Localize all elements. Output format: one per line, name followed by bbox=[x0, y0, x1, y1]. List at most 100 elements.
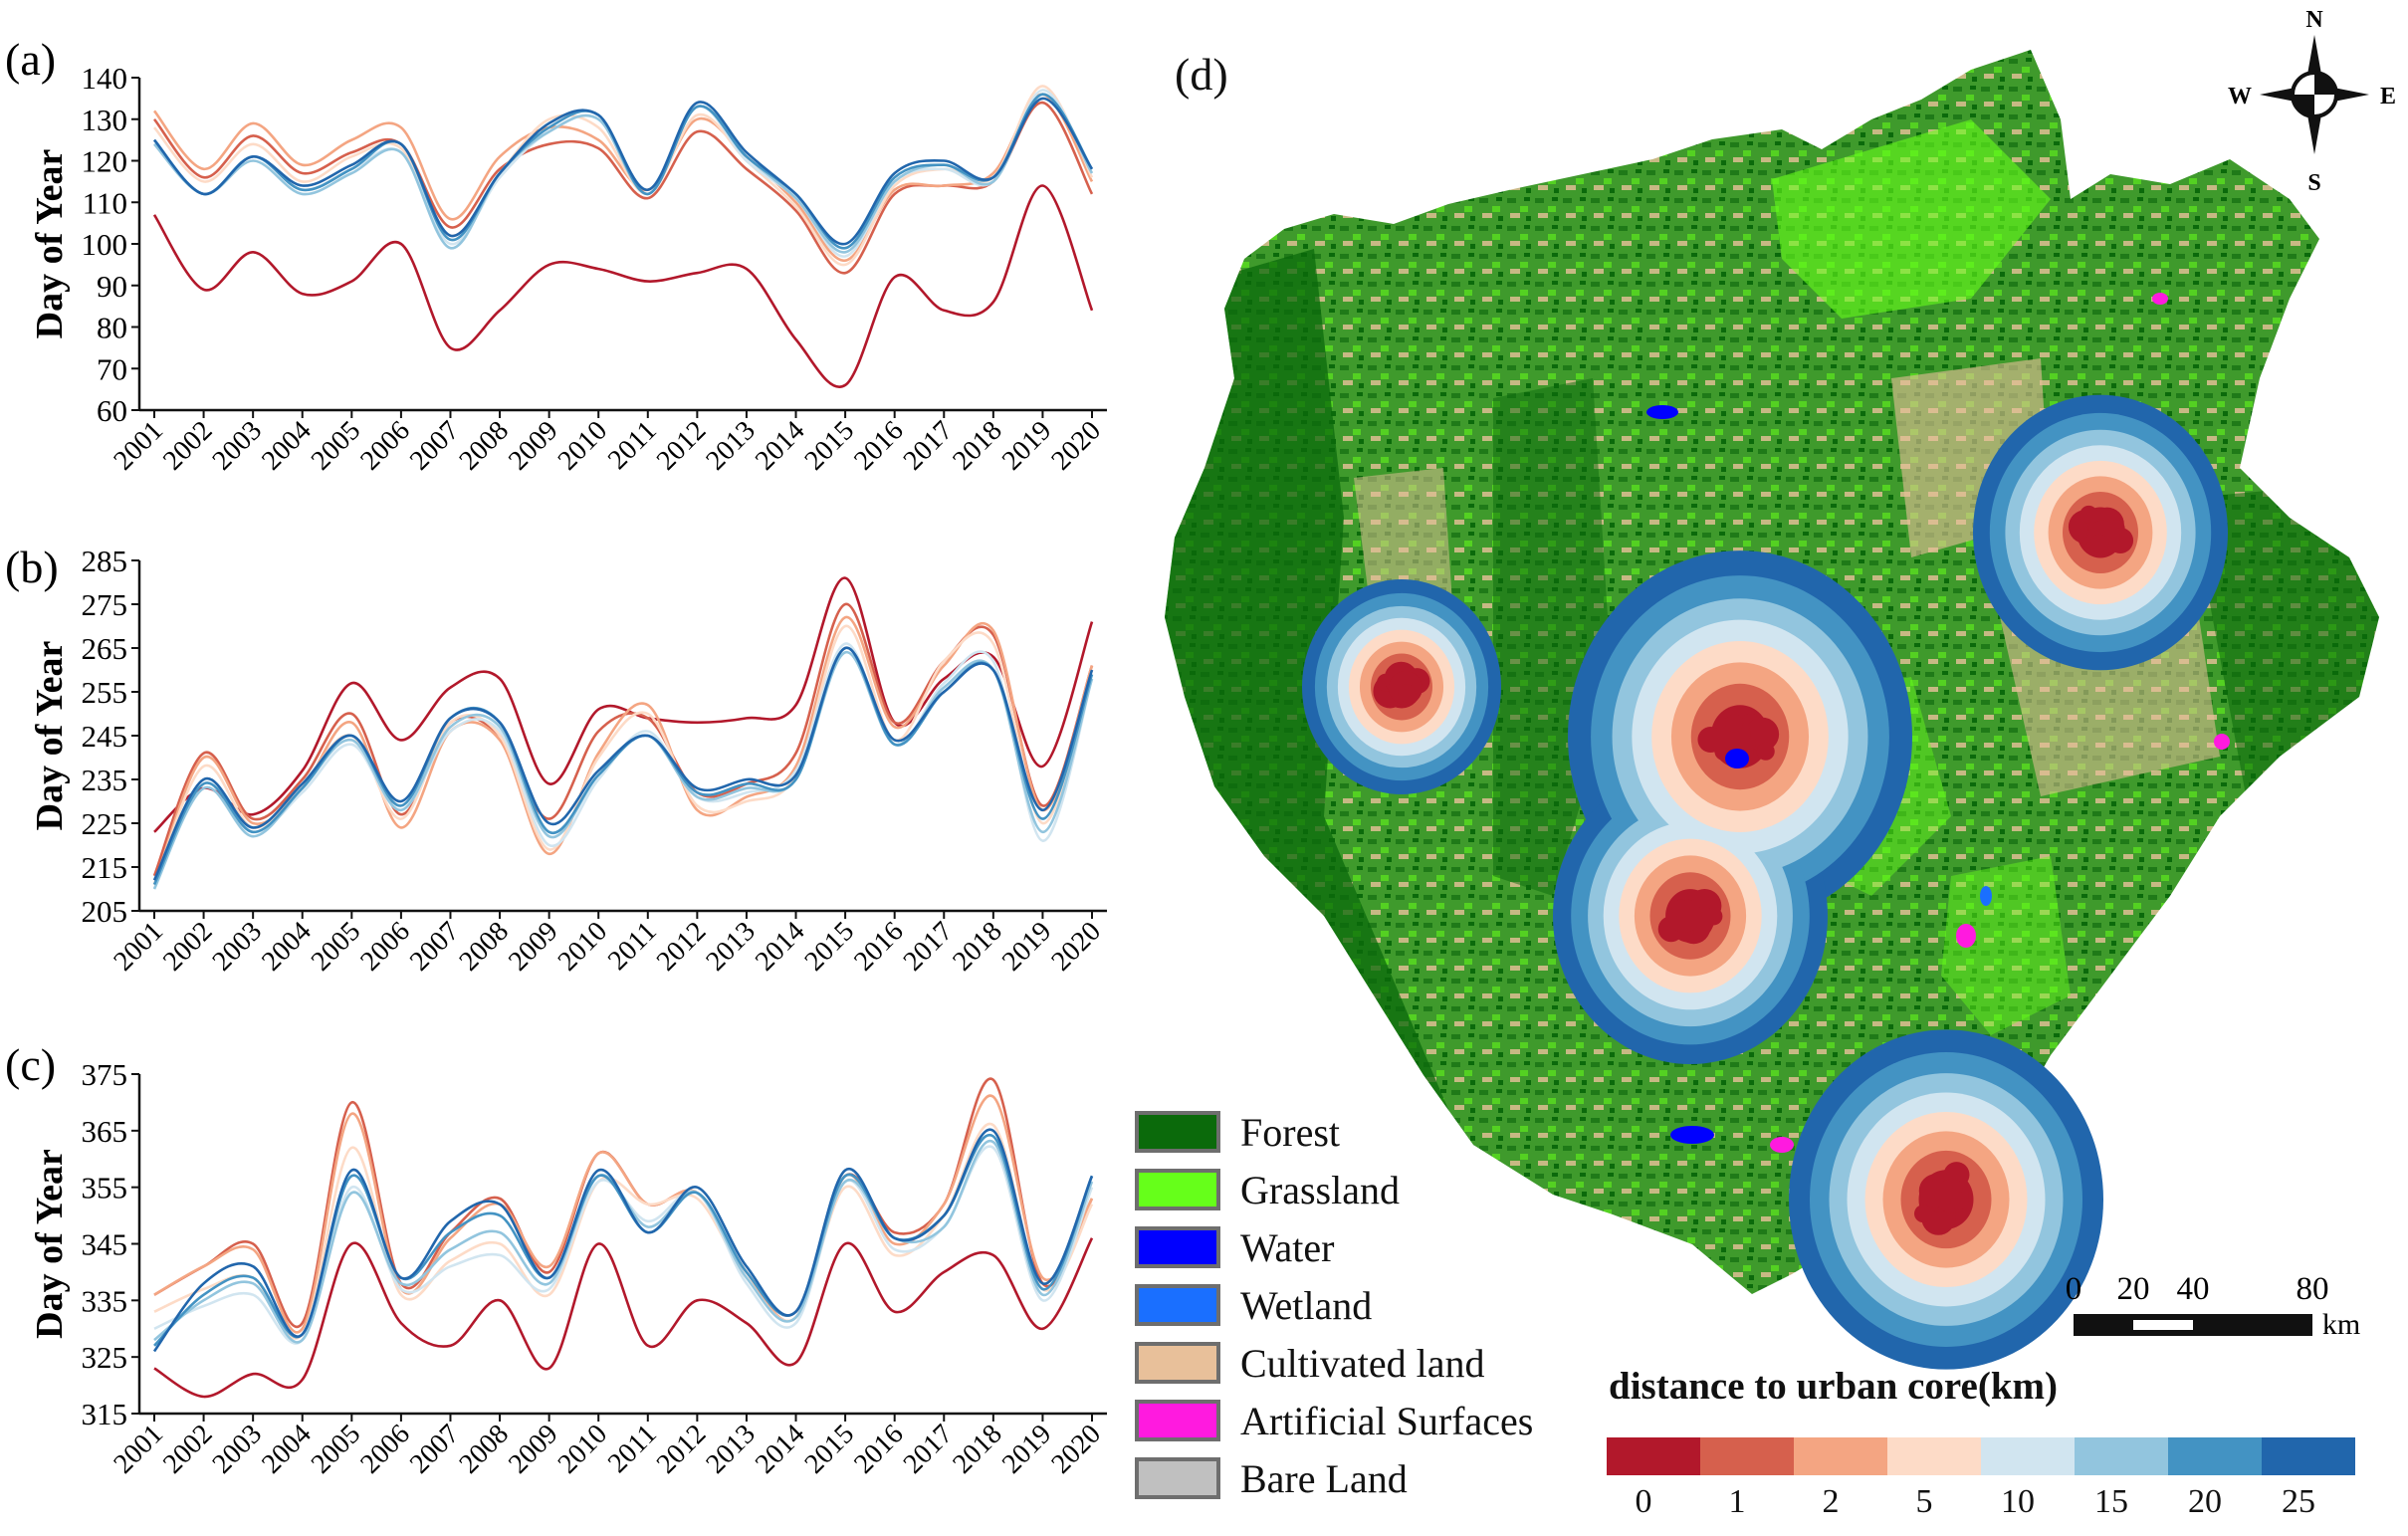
panel-label: (a) bbox=[5, 34, 56, 85]
y-tick-label: 80 bbox=[97, 311, 127, 345]
urban-core-patch bbox=[1950, 1192, 1969, 1210]
legend-swatch-water bbox=[1135, 1226, 1220, 1268]
x-tick-label: 2011 bbox=[602, 415, 663, 476]
legend-swatch-bare bbox=[1135, 1457, 1220, 1499]
series-line-25km bbox=[152, 646, 1094, 881]
y-tick-label: 245 bbox=[82, 719, 128, 754]
series-line-20km bbox=[152, 646, 1094, 886]
x-tick-label: 2019 bbox=[996, 415, 1058, 477]
x-tick-label: 2007 bbox=[404, 916, 466, 978]
x-tick-label: 2016 bbox=[848, 1419, 910, 1480]
y-tick-label: 60 bbox=[97, 393, 127, 428]
urban-core-patch bbox=[1756, 742, 1775, 761]
x-tick-label: 2013 bbox=[700, 415, 762, 477]
x-tick-label: 2020 bbox=[1045, 1419, 1107, 1480]
x-tick-label: 2002 bbox=[157, 415, 219, 477]
colorbar-tick-15: 15 bbox=[2094, 1483, 2128, 1520]
colorbar-tick-1: 1 bbox=[1728, 1483, 1746, 1520]
x-tick-label: 2003 bbox=[207, 1419, 269, 1480]
series-line-10km bbox=[153, 89, 1094, 258]
scale-unit: km bbox=[2322, 1308, 2360, 1341]
artificial-patch-2 bbox=[1956, 924, 1976, 948]
y-axis-title: Day of Year bbox=[29, 641, 71, 831]
x-tick-label: 2006 bbox=[354, 415, 416, 477]
x-tick-label: 2009 bbox=[503, 415, 564, 477]
x-tick-label: 2019 bbox=[996, 916, 1058, 978]
series-line-5km bbox=[152, 624, 1094, 886]
x-tick-label: 2016 bbox=[848, 415, 910, 477]
compass-quadrant-ne bbox=[2314, 73, 2336, 95]
x-tick-label: 2002 bbox=[157, 1419, 219, 1480]
panel-label: (b) bbox=[5, 542, 59, 592]
compass-w-label: W bbox=[2228, 84, 2252, 110]
legend-label-forest: Forest bbox=[1240, 1109, 1340, 1155]
series-line-25km bbox=[152, 1128, 1094, 1353]
series-line-15km bbox=[153, 1139, 1094, 1344]
legend-label-artificial: Artificial Surfaces bbox=[1240, 1398, 1534, 1443]
series-line-5km bbox=[153, 1122, 1094, 1340]
x-tick-label: 2007 bbox=[404, 1419, 466, 1480]
urban-core-patch bbox=[1398, 684, 1417, 703]
scale-tick-40: 40 bbox=[2177, 1271, 2210, 1307]
y-tick-label: 345 bbox=[82, 1227, 128, 1262]
x-tick-label: 2012 bbox=[651, 1419, 713, 1480]
x-tick-label: 2005 bbox=[306, 415, 367, 477]
x-tick-label: 2003 bbox=[207, 415, 269, 477]
colorbar-seg-25 bbox=[2262, 1437, 2355, 1475]
lake-north bbox=[1646, 405, 1678, 419]
series-line-10km bbox=[152, 642, 1094, 890]
x-tick-label: 2012 bbox=[651, 916, 713, 978]
grassland-zone-south bbox=[1941, 856, 2071, 1035]
scale-tick-20: 20 bbox=[2117, 1271, 2150, 1307]
panel-label: (c) bbox=[5, 1039, 56, 1090]
x-tick-label: 2013 bbox=[700, 916, 762, 978]
x-tick-label: 2005 bbox=[306, 1419, 367, 1480]
y-tick-label: 315 bbox=[82, 1397, 128, 1431]
legend-label-water: Water bbox=[1240, 1224, 1335, 1270]
series-line-10km bbox=[153, 1145, 1094, 1345]
series-line-0km bbox=[152, 184, 1094, 388]
urban-distance-buffers bbox=[1302, 394, 2228, 1370]
y-tick-label: 90 bbox=[97, 269, 127, 304]
series-line-25km bbox=[153, 97, 1094, 246]
y-tick-label: 235 bbox=[82, 763, 128, 797]
grassland-zone-north bbox=[1772, 119, 2051, 319]
x-tick-label: 2012 bbox=[651, 415, 713, 477]
y-tick-label: 205 bbox=[82, 894, 128, 929]
legend-label-grassland: Grassland bbox=[1240, 1167, 1400, 1212]
y-tick-label: 100 bbox=[82, 227, 128, 262]
series-line-2km bbox=[153, 1094, 1094, 1334]
x-tick-label: 2014 bbox=[750, 916, 811, 978]
urban-core-patch bbox=[1725, 714, 1744, 733]
legend-swatch-wetland bbox=[1135, 1284, 1220, 1326]
urban-core-patch bbox=[1913, 1205, 1932, 1223]
colorbar-tick-10: 10 bbox=[2001, 1483, 2035, 1520]
urban-core-patch bbox=[2090, 534, 2109, 552]
x-tick-label: 2013 bbox=[700, 1419, 762, 1480]
compass-s-label: S bbox=[2307, 170, 2320, 196]
y-tick-label: 275 bbox=[82, 587, 128, 622]
colorbar-seg-15 bbox=[2075, 1437, 2168, 1475]
x-tick-label: 2017 bbox=[898, 916, 960, 978]
y-axis-title: Day of Year bbox=[29, 149, 71, 339]
x-tick-label: 2004 bbox=[256, 916, 318, 978]
y-tick-label: 365 bbox=[82, 1114, 128, 1149]
x-tick-label: 2004 bbox=[256, 1419, 318, 1480]
x-tick-label: 2005 bbox=[306, 916, 367, 978]
series-line-20km bbox=[153, 1133, 1094, 1347]
x-tick-label: 2014 bbox=[750, 1419, 811, 1480]
lake-south bbox=[1670, 1126, 1714, 1144]
series-line-15km bbox=[152, 651, 1094, 890]
artificial-patch-1 bbox=[2152, 293, 2168, 305]
distance-colorbar bbox=[1607, 1437, 2355, 1475]
colorbar-tick-20: 20 bbox=[2188, 1483, 2222, 1520]
x-tick-label: 2016 bbox=[848, 916, 910, 978]
scale-tick-0: 0 bbox=[2066, 1271, 2082, 1307]
chart-panel-b: (b) 205 215 225 235 245 255 265 275 285 Day of Yea… bbox=[5, 542, 1107, 978]
scale-bar-gap bbox=[2133, 1320, 2193, 1330]
legend-swatch-cultivated bbox=[1135, 1342, 1220, 1384]
x-tick-label: 2008 bbox=[453, 916, 515, 978]
x-tick-label: 2011 bbox=[602, 1419, 663, 1479]
colorbar-tick-5: 5 bbox=[1915, 1483, 1933, 1520]
